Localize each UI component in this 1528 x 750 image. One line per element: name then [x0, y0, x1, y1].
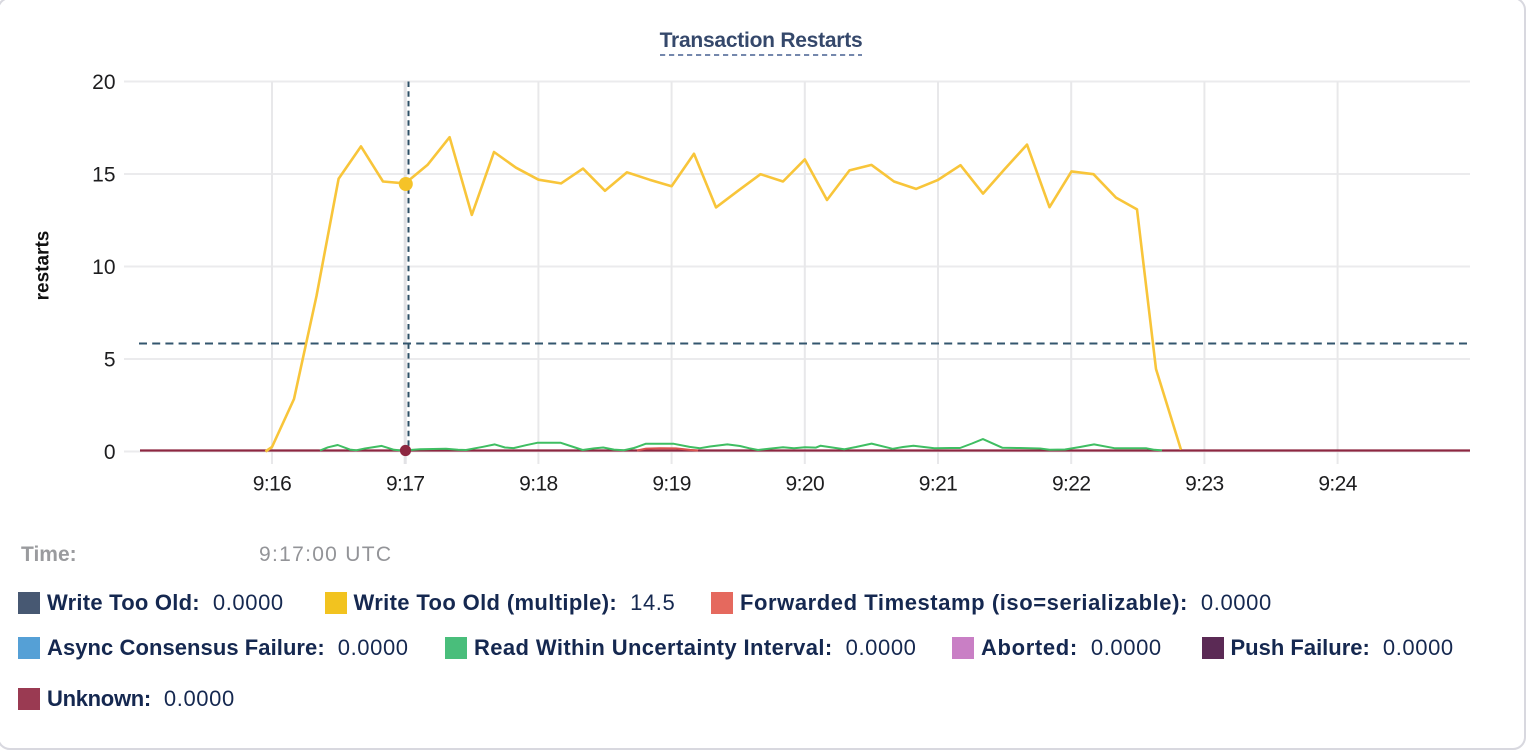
- svg-text:9:18: 9:18: [519, 473, 557, 496]
- svg-text:9:23: 9:23: [1185, 473, 1223, 496]
- svg-text:9:21: 9:21: [919, 473, 957, 496]
- svg-text:9:24: 9:24: [1318, 473, 1357, 496]
- svg-text:9:22: 9:22: [1052, 473, 1090, 496]
- svg-text:20: 20: [92, 71, 115, 94]
- svg-text:9:17: 9:17: [386, 473, 424, 496]
- svg-text:5: 5: [104, 349, 116, 372]
- svg-text:10: 10: [92, 256, 115, 279]
- svg-text:9:19: 9:19: [652, 473, 690, 496]
- svg-text:0: 0: [104, 441, 116, 464]
- svg-text:15: 15: [92, 164, 115, 187]
- svg-text:9:16: 9:16: [253, 473, 291, 496]
- svg-text:restarts: restarts: [33, 231, 54, 301]
- svg-text:9:20: 9:20: [786, 473, 824, 496]
